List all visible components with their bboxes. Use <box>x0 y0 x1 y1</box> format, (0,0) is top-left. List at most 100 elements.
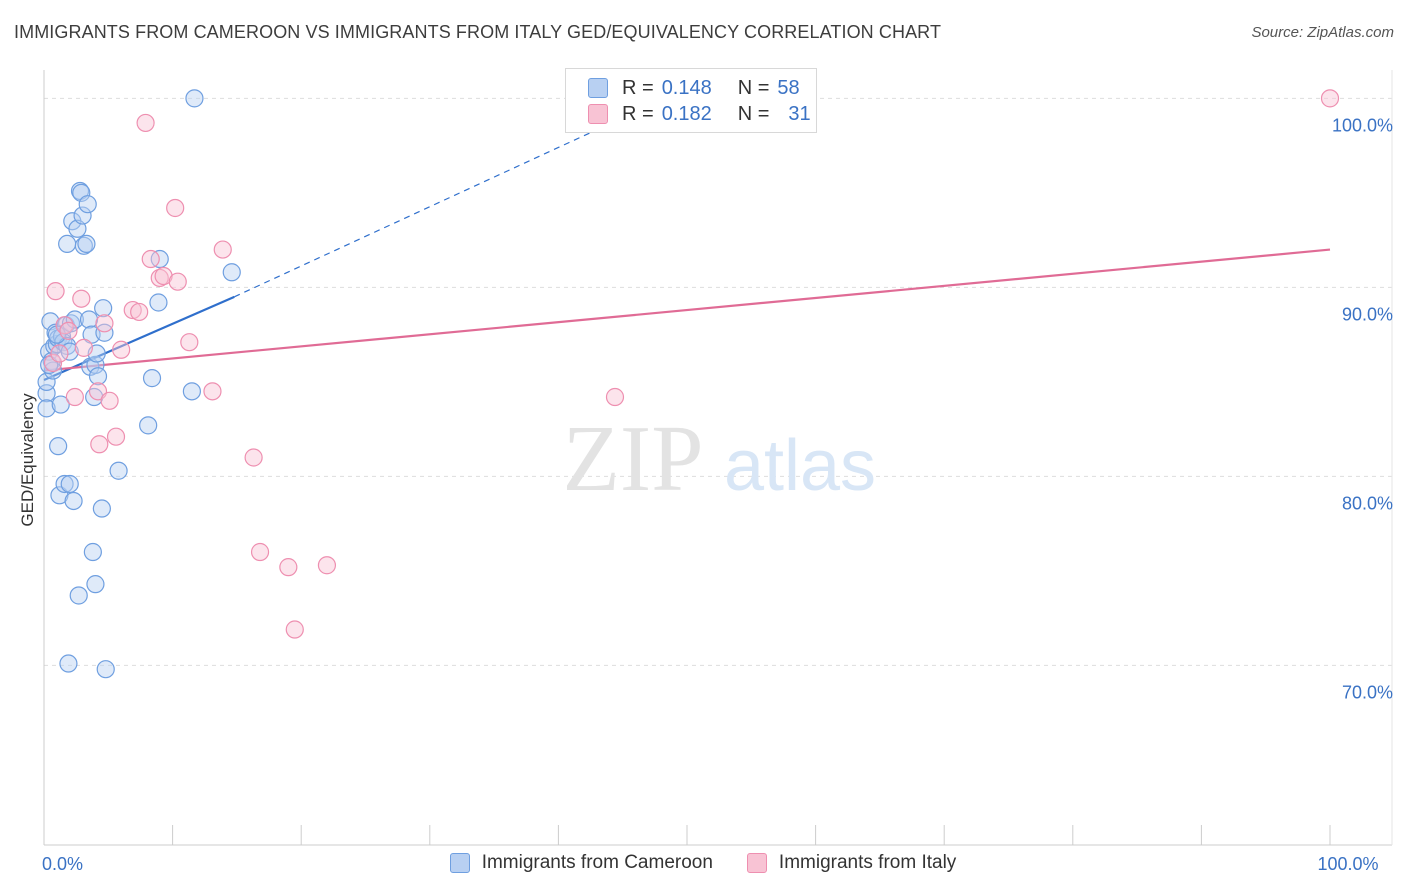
trendline-italy <box>43 248 1331 372</box>
r-value: 0.182 <box>661 102 712 125</box>
point-italy <box>213 240 232 259</box>
points-layer <box>37 89 1340 679</box>
point-italy <box>285 620 304 639</box>
point-cameroon <box>64 491 83 511</box>
point-cameroon <box>60 474 79 494</box>
r-label: R = <box>622 102 654 125</box>
point-cameroon <box>37 399 56 418</box>
n-value: 31 <box>788 102 811 125</box>
source-credit: Source: ZipAtlas.com <box>1251 24 1394 41</box>
point-italy <box>43 353 63 373</box>
stats-legend-row-cameroon: R = 0.148 N = 58 <box>588 75 800 101</box>
point-cameroon <box>47 325 66 344</box>
point-italy <box>168 272 187 291</box>
point-cameroon <box>58 234 77 254</box>
y-axis-label: GED/Equivalency <box>18 393 37 527</box>
n-value: 58 <box>777 76 800 99</box>
point-cameroon <box>49 437 68 456</box>
point-cameroon <box>78 195 97 214</box>
point-italy <box>166 198 185 218</box>
point-cameroon <box>92 499 111 518</box>
watermark: ZIP atlas <box>563 407 877 511</box>
point-cameroon <box>109 461 128 480</box>
point-cameroon <box>149 293 168 312</box>
point-cameroon <box>79 310 99 329</box>
point-italy <box>605 387 625 407</box>
point-cameroon <box>83 542 102 562</box>
point-italy <box>203 382 222 401</box>
point-cameroon <box>51 395 70 414</box>
point-italy <box>244 448 263 467</box>
point-italy <box>130 302 149 322</box>
cameroon-swatch <box>588 78 608 98</box>
point-cameroon <box>55 474 74 494</box>
watermark-zip: ZIP <box>563 407 704 511</box>
point-italy <box>180 333 199 352</box>
point-cameroon <box>65 310 84 329</box>
point-italy <box>123 300 142 320</box>
point-cameroon <box>185 89 204 108</box>
x-tick-label: 100.0% <box>1317 854 1378 874</box>
trendline-cameroon <box>43 295 235 382</box>
point-cameroon <box>96 660 115 679</box>
point-italy <box>100 391 119 410</box>
italy-swatch <box>588 104 608 124</box>
point-cameroon <box>86 575 105 594</box>
axis-layer <box>43 70 1393 846</box>
series-legend: Immigrants from Cameroon Immigrants from… <box>0 852 1406 874</box>
point-italy <box>46 282 65 301</box>
y-tick-label: 90.0% <box>1342 304 1393 324</box>
point-cameroon <box>94 299 113 318</box>
point-cameroon <box>182 382 201 401</box>
stats-legend: R = 0.148 N = 58 R = 0.182 N = 31 <box>565 68 817 133</box>
watermark-atlas: atlas <box>724 426 876 506</box>
point-italy <box>317 556 337 575</box>
point-cameroon <box>77 234 96 254</box>
chart-title: IMMIGRANTS FROM CAMEROON VS IMMIGRANTS F… <box>14 22 942 42</box>
tick-labels: 70.0% 80.0% 90.0% 100.0% 0.0% 100.0% <box>42 115 1393 874</box>
x-tick-label: 0.0% <box>42 854 83 874</box>
trendlines <box>43 126 1331 382</box>
legend-label-italy: Immigrants from Italy <box>778 852 957 873</box>
y-tick-label: 80.0% <box>1342 493 1393 513</box>
cameroon-swatch <box>449 853 470 873</box>
r-label: R = <box>622 76 654 99</box>
trendline-cameroon-extension <box>234 126 604 298</box>
point-italy <box>112 340 131 359</box>
point-cameroon <box>139 416 158 435</box>
legend-item-cameroon[interactable]: Immigrants from Cameroon <box>449 852 713 874</box>
point-italy <box>90 435 109 454</box>
point-cameroon <box>69 586 88 605</box>
point-cameroon <box>73 206 92 225</box>
point-italy <box>59 321 78 340</box>
legend-label-cameroon: Immigrants from Cameroon <box>481 852 713 873</box>
point-italy <box>50 344 69 363</box>
point-italy <box>250 542 270 562</box>
point-cameroon <box>74 236 93 255</box>
italy-swatch <box>746 853 767 873</box>
point-cameroon <box>142 369 162 388</box>
point-cameroon <box>88 367 108 386</box>
point-italy <box>106 427 126 446</box>
n-label: N = <box>737 76 770 99</box>
y-tick-label: 70.0% <box>1342 682 1393 702</box>
point-italy <box>65 387 84 407</box>
point-italy <box>136 113 155 133</box>
point-cameroon <box>95 323 114 342</box>
r-value: 0.148 <box>661 76 712 99</box>
legend-item-italy[interactable]: Immigrants from Italy <box>746 852 957 874</box>
point-italy <box>141 249 160 269</box>
n-label: N = <box>737 102 770 125</box>
point-italy <box>95 314 114 333</box>
point-italy <box>72 289 91 308</box>
grid-layer <box>44 97 1392 666</box>
point-cameroon <box>222 263 241 282</box>
stats-legend-row-italy: R = 0.182 N = 31 <box>588 101 811 127</box>
y-tick-label: 100.0% <box>1332 115 1393 135</box>
point-italy <box>1320 89 1340 108</box>
point-cameroon <box>72 183 91 202</box>
point-cameroon <box>59 654 78 673</box>
point-italy <box>279 558 298 577</box>
point-italy <box>74 338 93 357</box>
